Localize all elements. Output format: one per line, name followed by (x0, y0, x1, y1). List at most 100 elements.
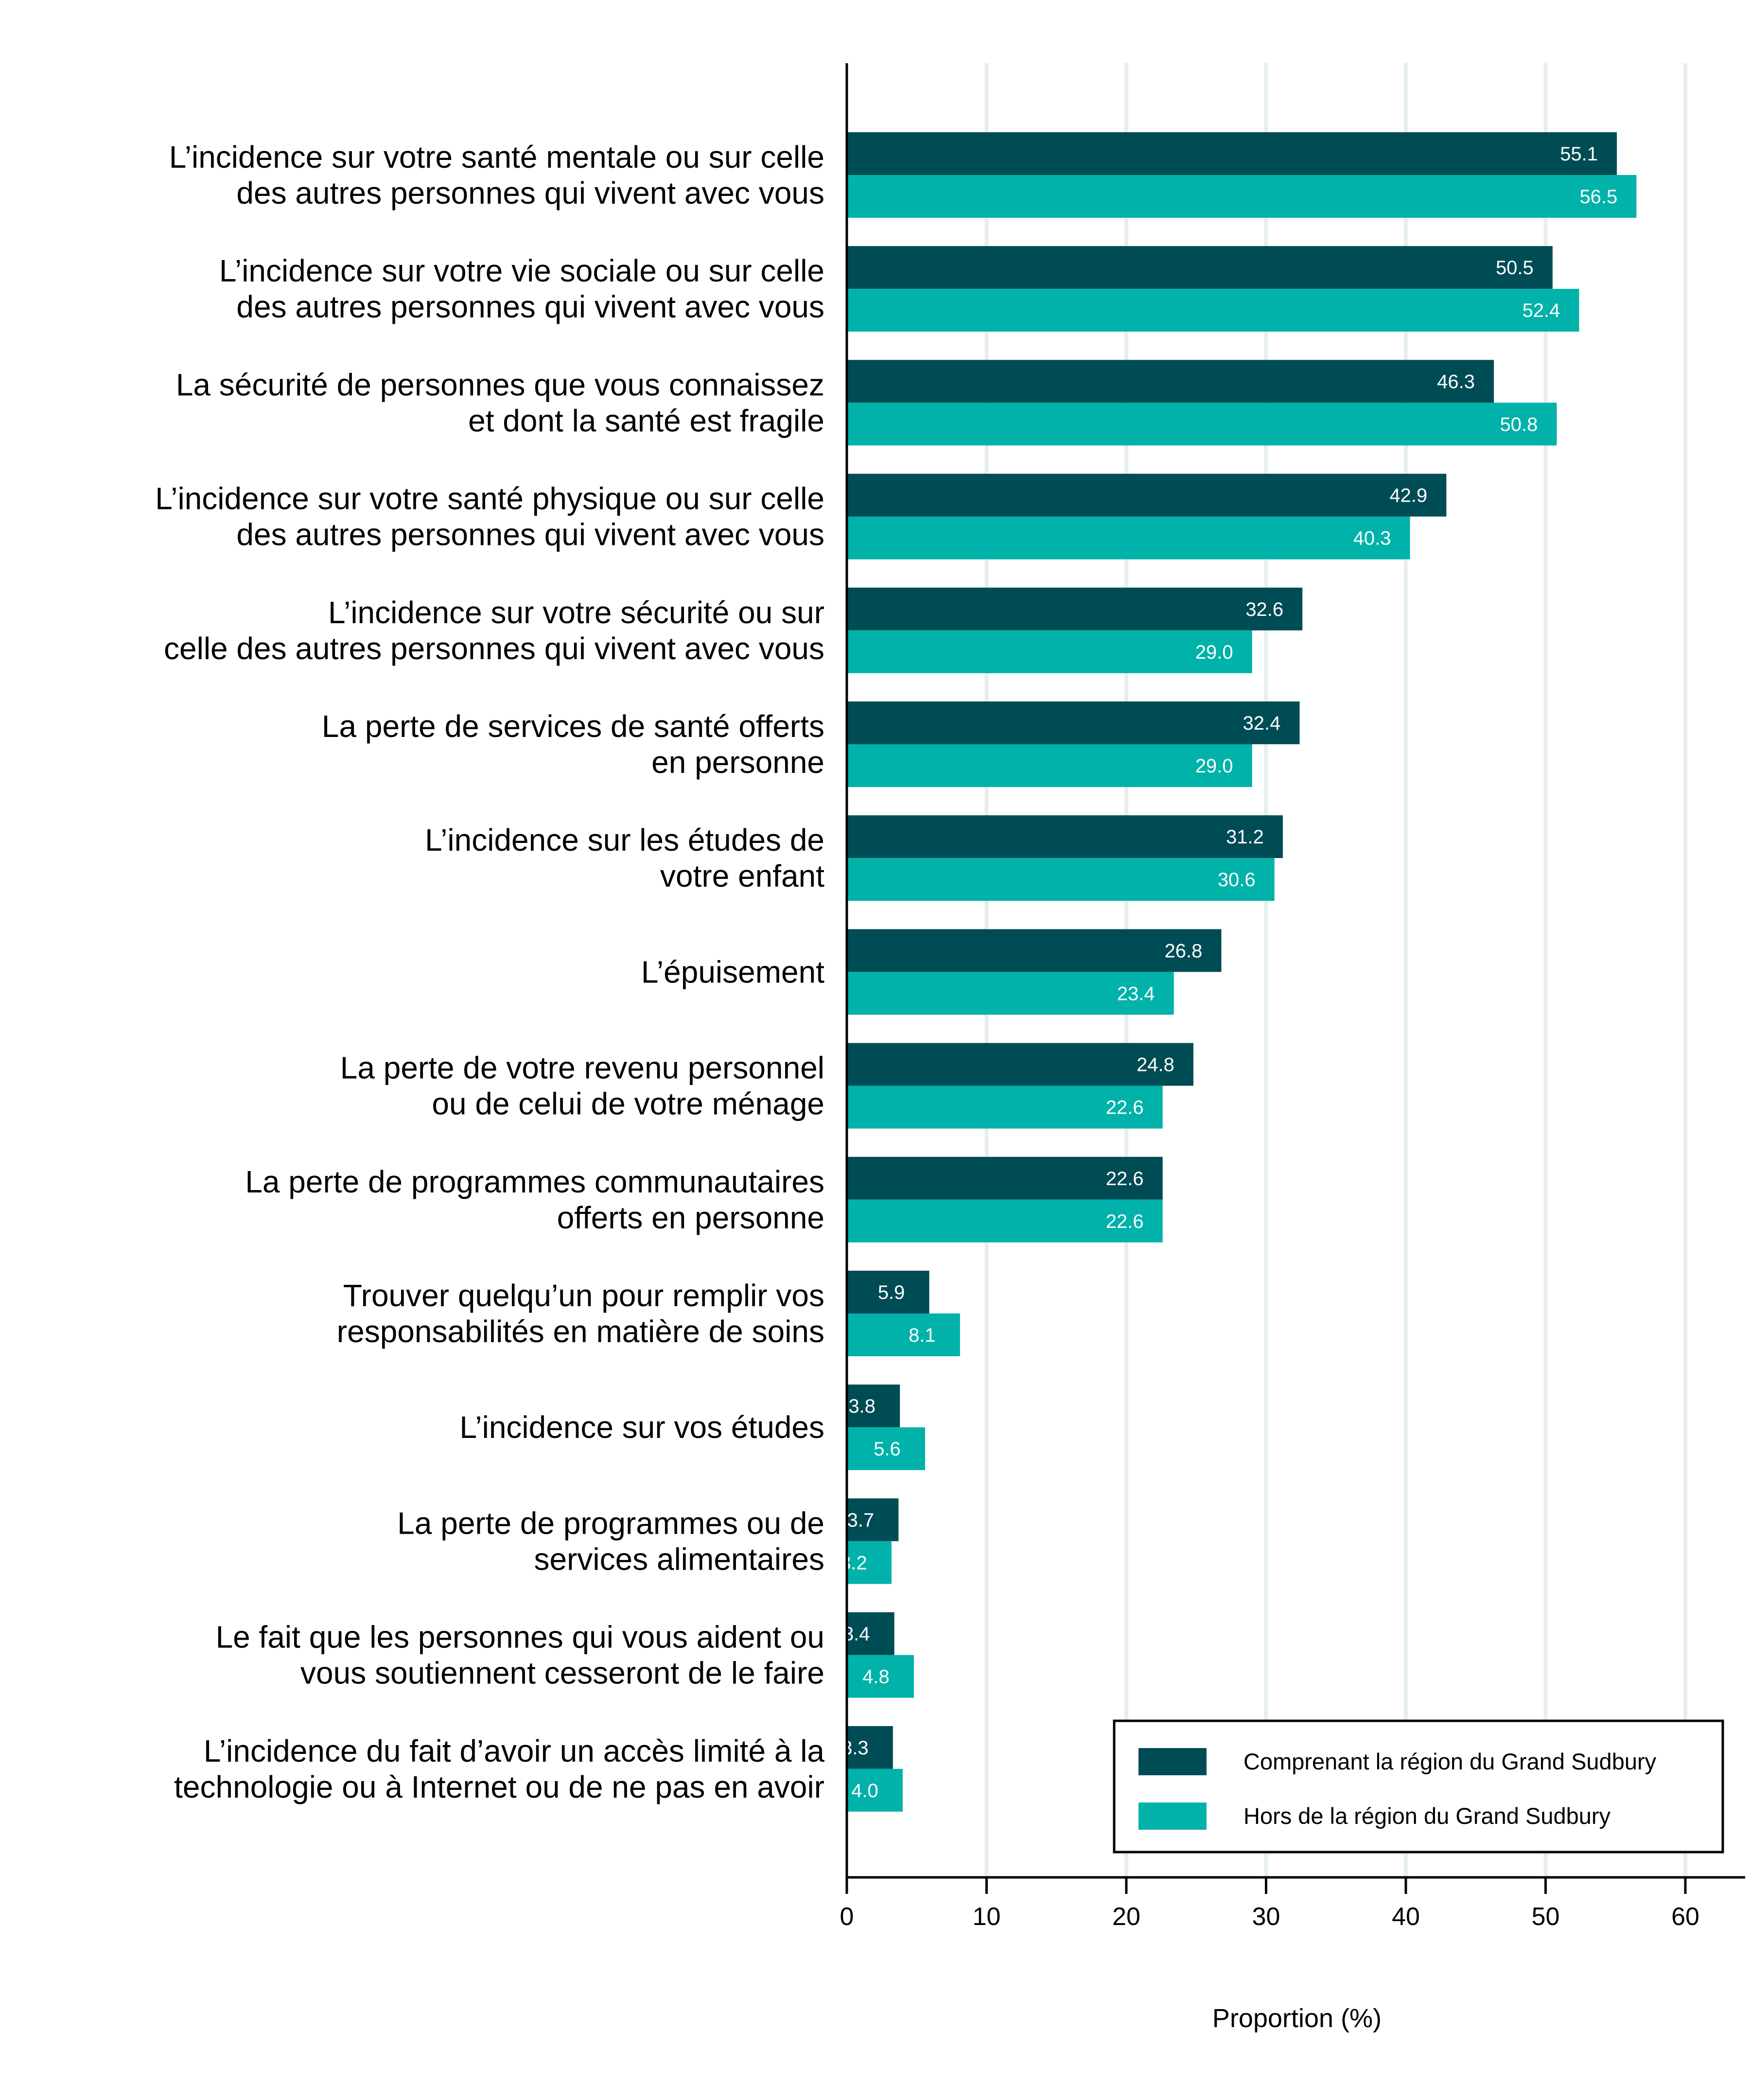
legend: Comprenant la région du Grand Sudbury Ho… (1113, 1719, 1724, 1854)
category-label-11-line-0: L’incidence sur vos études (459, 1410, 824, 1445)
data-label-8-series-1: 22.6 (1106, 1097, 1144, 1119)
bar-11-series-0 (847, 1384, 900, 1428)
x-tick-label-40: 40 (1392, 1903, 1420, 1931)
category-label-12-line-0: La perte de programmes ou de (397, 1505, 824, 1540)
category-label-1-line-0: L’incidence sur votre vie sociale ou sur… (219, 253, 824, 288)
category-label-4-line-0: L’incidence sur votre sécurité ou sur (328, 595, 824, 630)
bar-1-series-1 (847, 289, 1579, 332)
data-label-0-series-0: 55.1 (1560, 143, 1598, 165)
data-label-4-series-1: 29.0 (1195, 642, 1233, 663)
bar-3-series-0 (847, 473, 1447, 517)
category-label-10-line-0: Trouver quelqu’un pour remplir vos (343, 1278, 824, 1313)
bar-12-series-0 (847, 1498, 899, 1541)
data-labels: 55.1 56.5 50.5 52.4 46.3 50.8 42.9 40.3 32.6 29.0… (840, 143, 1617, 1802)
bar-3-series-1 (847, 516, 1410, 560)
data-label-5-series-0: 32.4 (1243, 713, 1281, 734)
data-label-13-series-1: 4.8 (862, 1666, 890, 1688)
category-label-10-line-1: responsabilités en matière de soins (337, 1314, 824, 1349)
bar-11-series-1 (847, 1427, 925, 1470)
x-tick-label-30: 30 (1252, 1903, 1280, 1931)
data-label-11-series-0: 3.8 (848, 1396, 875, 1417)
data-label-9-series-0: 22.6 (1106, 1168, 1144, 1190)
x-tick-label-20: 20 (1112, 1903, 1140, 1931)
bar-8-series-1 (847, 1085, 1163, 1129)
category-label-14-line-1: technologie ou à Internet ou de ne pas e… (174, 1769, 824, 1804)
category-label-2-line-0: La sécurité de personnes que vous connai… (176, 367, 824, 402)
x-tick-label-60: 60 (1671, 1903, 1699, 1931)
data-label-7-series-1: 23.4 (1117, 983, 1155, 1004)
category-label-13-line-0: Le fait que les personnes qui vous aiden… (216, 1620, 824, 1655)
data-label-5-series-1: 29.0 (1195, 755, 1233, 777)
category-label-3-line-0: L’incidence sur votre santé physique ou … (155, 481, 824, 516)
data-label-6-series-0: 31.2 (1226, 826, 1264, 848)
bar-6-series-1 (847, 858, 1275, 901)
data-label-2-series-0: 46.3 (1437, 371, 1475, 392)
data-label-0-series-1: 56.5 (1579, 186, 1617, 208)
data-label-11-series-1: 5.6 (874, 1438, 901, 1460)
legend-label-series-0: Comprenant la région du Grand Sudbury (1243, 1749, 1657, 1774)
bar-4-series-1 (847, 630, 1252, 673)
bar-2-series-1 (847, 402, 1557, 446)
data-label-14-series-0: 3.3 (841, 1737, 869, 1759)
category-label-8-line-1: ou de celui de votre ménage (432, 1086, 824, 1121)
bar-12-series-1 (847, 1541, 892, 1584)
bar-4-series-0 (847, 587, 1303, 630)
axes (845, 63, 1745, 1879)
bar-14-series-1 (847, 1768, 903, 1812)
category-label-12-line-1: services alimentaires (534, 1541, 824, 1576)
bar-10-series-0 (847, 1271, 929, 1313)
data-label-1-series-0: 50.5 (1496, 257, 1534, 279)
category-label-13-line-1: vous soutiennent cesseront de le faire (300, 1656, 824, 1691)
bar-2-series-0 (847, 360, 1494, 403)
data-label-9-series-1: 22.6 (1106, 1211, 1144, 1232)
category-label-9-line-0: La perte de programmes communautaires (245, 1164, 824, 1199)
category-label-14-line-0: L’incidence du fait d’avoir un accès lim… (204, 1733, 825, 1768)
data-label-10-series-0: 5.9 (878, 1282, 905, 1303)
data-label-6-series-1: 30.6 (1218, 869, 1256, 891)
legend-swatch-series-0 (1138, 1748, 1207, 1775)
bar-13-series-1 (847, 1655, 914, 1698)
bar-6-series-0 (847, 815, 1283, 858)
data-label-10-series-1: 8.1 (909, 1325, 936, 1346)
data-label-3-series-1: 40.3 (1353, 528, 1391, 549)
bar-8-series-0 (847, 1043, 1193, 1086)
bar-1-series-0 (847, 246, 1553, 289)
legend-box (1113, 1719, 1724, 1854)
bar-9-series-1 (847, 1199, 1163, 1242)
category-label-6-line-0: L’incidence sur les études de (425, 822, 824, 858)
category-label-1-line-1: des autres personnes qui vivent avec vou… (236, 289, 824, 324)
x-tick-label-10: 10 (973, 1903, 1001, 1931)
x-tick-label-50: 50 (1532, 1903, 1560, 1931)
bar-7-series-1 (847, 972, 1174, 1015)
legend-label-series-1: Hors de la région du Grand Sudbury (1243, 1803, 1611, 1829)
x-tick-label-0: 0 (840, 1903, 854, 1931)
category-label-6-line-1: votre enfant (660, 858, 824, 893)
category-labels: L’incidence sur votre santé mentale ou s… (155, 140, 824, 1804)
bars (847, 132, 1637, 1812)
bar-14-series-0 (847, 1726, 893, 1769)
category-label-4-line-1: celle des autres personnes qui vivent av… (164, 631, 824, 666)
data-label-1-series-1: 52.4 (1522, 300, 1560, 321)
category-label-3-line-1: des autres personnes qui vivent avec vou… (236, 517, 824, 552)
legend-swatch-series-1 (1138, 1802, 1207, 1830)
bar-13-series-0 (847, 1612, 894, 1655)
category-label-7-line-0: L’épuisement (641, 954, 824, 989)
category-label-8-line-0: La perte de votre revenu personnel (340, 1050, 824, 1085)
data-label-2-series-1: 50.8 (1500, 414, 1538, 435)
category-label-5-line-0: La perte de services de santé offerts (322, 709, 824, 744)
data-label-7-series-0: 26.8 (1165, 940, 1203, 962)
data-label-8-series-0: 24.8 (1137, 1054, 1174, 1076)
bar-0-series-0 (847, 132, 1617, 175)
bar-10-series-1 (847, 1313, 960, 1356)
bar-5-series-0 (847, 701, 1300, 744)
data-label-12-series-1: 3.2 (840, 1552, 867, 1574)
bar-0-series-1 (847, 175, 1637, 218)
category-label-5-line-1: en personne (651, 745, 824, 780)
data-label-14-series-1: 4.0 (851, 1780, 878, 1802)
data-label-12-series-0: 3.7 (847, 1509, 875, 1531)
bar-7-series-0 (847, 929, 1222, 972)
bar-9-series-0 (847, 1156, 1163, 1200)
data-label-4-series-0: 32.6 (1245, 599, 1283, 620)
category-label-0-line-0: L’incidence sur votre santé mentale ou s… (169, 140, 824, 175)
